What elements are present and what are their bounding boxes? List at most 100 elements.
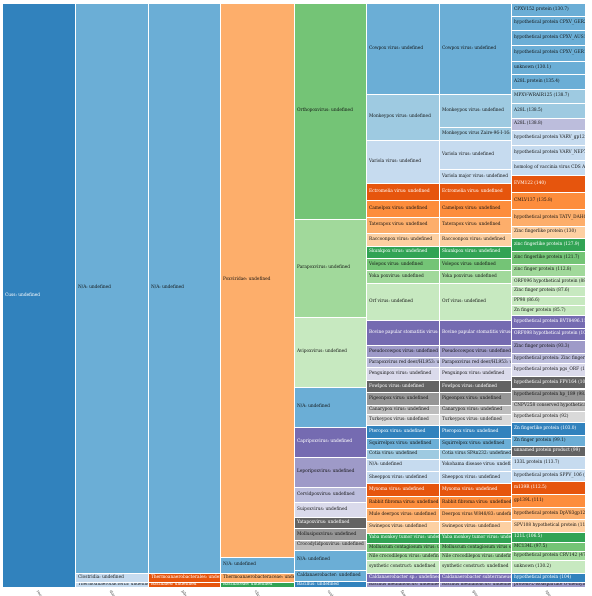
icicle-cell[interactable]: Crocodylidpoxvirus: undefined	[295, 540, 367, 551]
icicle-cell[interactable]: Volepox virus: undefined	[440, 259, 512, 272]
icicle-cell[interactable]: Nile crocodilepox virus: undefined	[367, 553, 440, 562]
icicle-cell[interactable]: Orf virus: undefined	[440, 283, 512, 322]
icicle-cell[interactable]: N/A: undefined	[76, 4, 149, 574]
icicle-cell[interactable]: hypothetical protein VARV_gp123 (1	[512, 131, 586, 147]
icicle-cell[interactable]: hypothetical protein TATV_DAH68	[512, 209, 586, 227]
icicle-cell[interactable]: Volepox virus: undefined	[367, 259, 440, 272]
icicle-cell[interactable]: hypothetical protein CPXV_GER1991	[512, 45, 586, 62]
icicle-cell[interactable]: hypothetical protein SPPV_106 (108.7)	[512, 469, 586, 483]
icicle-cell[interactable]: Zn finger protein (85.7)	[512, 306, 586, 316]
icicle-cell[interactable]: Pigeonpox virus: undefined	[440, 393, 512, 406]
icicle-cell[interactable]: Deerpox virus W848/83: undefined	[440, 509, 512, 522]
icicle-cell[interactable]: zinc fingerlike protein (127.9)	[512, 239, 586, 252]
icicle-cell[interactable]: Caldanaerobacter: undefined	[295, 570, 367, 583]
icicle-cell[interactable]: Camelpox virus: undefined	[367, 201, 440, 218]
icicle-cell[interactable]: Turkeypox virus: undefined	[440, 415, 512, 427]
icicle-cell[interactable]: Penguinpox virus: undefined	[440, 368, 512, 381]
icicle-cell[interactable]: hypothetical protein CPXV_GER2002	[512, 16, 586, 32]
icicle-cell[interactable]: Yatapoxvirus: undefined	[295, 517, 367, 530]
icicle-cell[interactable]: CNPV258 conserved hypothetical protein	[512, 402, 586, 412]
icicle-cell[interactable]: Variola virus: undefined	[440, 140, 512, 170]
icicle-cell[interactable]: gp139L (111)	[512, 495, 586, 508]
icicle-cell[interactable]: Clostridia: undefined	[76, 573, 149, 584]
icicle-cell[interactable]: Cowpox virus: undefined	[367, 4, 440, 96]
icicle-cell[interactable]: CMLV137 (135.8)	[512, 192, 586, 210]
icicle-cell[interactable]: Pseudocowpox virus: undefined	[367, 345, 440, 359]
icicle-cell[interactable]: Variola major virus: undefined	[440, 169, 512, 185]
icicle-cell[interactable]: hypothetical protein BVT8496.11_0	[512, 315, 586, 329]
icicle-cell[interactable]: hypothetical protein CPXV_AUS1999	[512, 31, 586, 46]
icicle-cell[interactable]: Penguinpox virus: undefined	[367, 368, 440, 381]
icicle-cell[interactable]: Skunkpox virus: undefined	[367, 246, 440, 259]
icicle-cell[interactable]: Zn fingerlike protein (103.0)	[512, 423, 586, 436]
icicle-cell[interactable]: Yoka poxvirus: undefined	[367, 271, 440, 284]
icicle-cell[interactable]: Monkeypox virus: undefined	[440, 95, 512, 129]
icicle-cell[interactable]: Thermoanaerobacteraceae: undefined	[221, 573, 295, 584]
icicle-cell[interactable]: Raccoonpox virus: undefined	[367, 234, 440, 247]
icicle-cell[interactable]: Bacillales: undefined	[149, 583, 221, 588]
icicle-cell[interactable]: synthetic construct: undefined	[440, 561, 512, 574]
icicle-cell[interactable]: unknown (130.1)	[512, 61, 586, 76]
icicle-cell[interactable]: Molluscum contagiosum virus subtype 1: u…	[440, 543, 512, 554]
icicle-cell[interactable]: Rabbit fibroma virus: undefined	[367, 496, 440, 510]
icicle-cell[interactable]: MPXV-WRAIR125 (138.7)	[512, 89, 586, 105]
icicle-cell[interactable]: Fowlpox virus: undefined	[367, 380, 440, 394]
icicle-cell[interactable]: Yaba monkey tumor virus: undefined	[367, 534, 440, 544]
icicle-cell[interactable]: unnamed protein product (99)	[512, 446, 586, 458]
icicle-cell[interactable]: Yaba monkey tumor virus: undefined	[440, 534, 512, 544]
icicle-cell[interactable]: Zn finger protein (99.1)	[512, 435, 586, 447]
icicle-cell[interactable]: Myxoma virus: undefined	[440, 484, 512, 497]
icicle-cell[interactable]: protein-L-isoaspartate O-methyltransfera…	[512, 583, 586, 588]
icicle-cell[interactable]: Squirrelpox virus: undefined	[440, 438, 512, 450]
icicle-cell[interactable]: hypothetical protein DpV83gp120 (108.4)	[512, 507, 586, 521]
icicle-cell[interactable]: Raccoonpox virus: undefined	[440, 234, 512, 247]
icicle-cell[interactable]: Swinepox virus: undefined	[440, 521, 512, 535]
icicle-cell[interactable]: Ectromelia virus: undefined	[440, 184, 512, 202]
icicle-cell[interactable]: Cowpox virus: undefined	[440, 4, 512, 96]
icicle-cell[interactable]: PP98 (86.6)	[512, 296, 586, 307]
icicle-cell[interactable]: Thermoanaerobacterales: undefined	[149, 573, 221, 584]
icicle-cell[interactable]: hypothetical protein FPV164 (109.6)	[512, 376, 586, 390]
icicle-cell[interactable]: 121L (106.5)	[512, 533, 586, 543]
icicle-cell[interactable]: Cervidpoxvirus: undefined	[295, 487, 367, 503]
icicle-cell[interactable]: Taterapox virus: undefined	[367, 217, 440, 235]
icicle-cell[interactable]: zinc fingerlike protein (121.7)	[512, 251, 586, 265]
icicle-cell[interactable]: 133L protein (113.7)	[512, 457, 586, 470]
icicle-cell[interactable]: hypothetical protein VARV_NEP71	[512, 146, 586, 161]
icicle-cell[interactable]: N/A: undefined	[367, 459, 440, 473]
icicle-cell[interactable]: Bovine papular stomatitis virus: undefin…	[367, 321, 440, 346]
icicle-cell[interactable]: Taterapox virus: undefined	[440, 217, 512, 235]
icicle-cell[interactable]: Variola virus: undefined	[367, 140, 440, 185]
icicle-cell[interactable]: Bacillus methanolicus: undefined	[367, 583, 440, 588]
icicle-cell[interactable]: Bacillus: undefined	[295, 582, 367, 588]
icicle-cell[interactable]: hypothetical protein (104)	[512, 573, 586, 584]
icicle-cell[interactable]: Capripoxvirus: undefined	[295, 427, 367, 458]
icicle-cell[interactable]: Monkeypox virus: undefined	[367, 95, 440, 141]
icicle-cell[interactable]: A28L (138.5)	[512, 104, 586, 119]
icicle-cell[interactable]: N/A: undefined	[295, 387, 367, 428]
icicle-cell[interactable]: Yokohama disease virus: undefined	[440, 459, 512, 473]
icicle-cell[interactable]: Rabbit fibroma virus: undefined	[440, 496, 512, 510]
icicle-cell[interactable]: Avipoxvirus: undefined	[295, 317, 367, 388]
icicle-cell[interactable]: Parapoxvirus: undefined	[295, 219, 367, 318]
icicle-cell[interactable]: MC134L (97.5)	[512, 542, 586, 553]
icicle-cell[interactable]: homolog of vaccinia virus CDS A19	[512, 160, 586, 176]
icicle-cell[interactable]: Bovine papular stomatitis virus: undefin…	[440, 321, 512, 346]
icicle-cell[interactable]: A28L (138.8)	[512, 118, 586, 132]
icicle-cell[interactable]: synthetic construct: undefined	[367, 561, 440, 574]
icicle-cell[interactable]: Turkeypox virus: undefined	[367, 415, 440, 427]
icicle-cell[interactable]: Thermoanaerobacteria: undefined	[76, 583, 149, 588]
icicle-cell[interactable]: hypothetical protein hp_189 (98.9)	[512, 389, 586, 403]
icicle-cell[interactable]: Cuss: undefined	[3, 4, 76, 588]
icicle-cell[interactable]: Bacillaceae: undefined	[221, 583, 295, 588]
icicle-cell[interactable]: CPXV152 protein (130.7)	[512, 4, 586, 17]
icicle-cell[interactable]: N/A: undefined	[295, 550, 367, 571]
icicle-cell[interactable]: Caldanaerobacter sp.: undefined	[367, 573, 440, 584]
icicle-cell[interactable]: Sheeppox virus: undefined	[367, 472, 440, 485]
icicle-cell[interactable]: Caldanaerobacter subterraneus: undefined	[440, 573, 512, 584]
icicle-cell[interactable]: hypothetical protein pgs_ORF (194.1)	[512, 364, 586, 377]
icicle-cell[interactable]: unknown (130.2)	[512, 560, 586, 574]
icicle-cell[interactable]: Mollusipoxvirus: undefined	[295, 529, 367, 541]
icicle-cell[interactable]: EVM122 (140)	[512, 175, 586, 193]
icicle-cell[interactable]: Cotia virus SPAn232: undefined	[440, 449, 512, 460]
